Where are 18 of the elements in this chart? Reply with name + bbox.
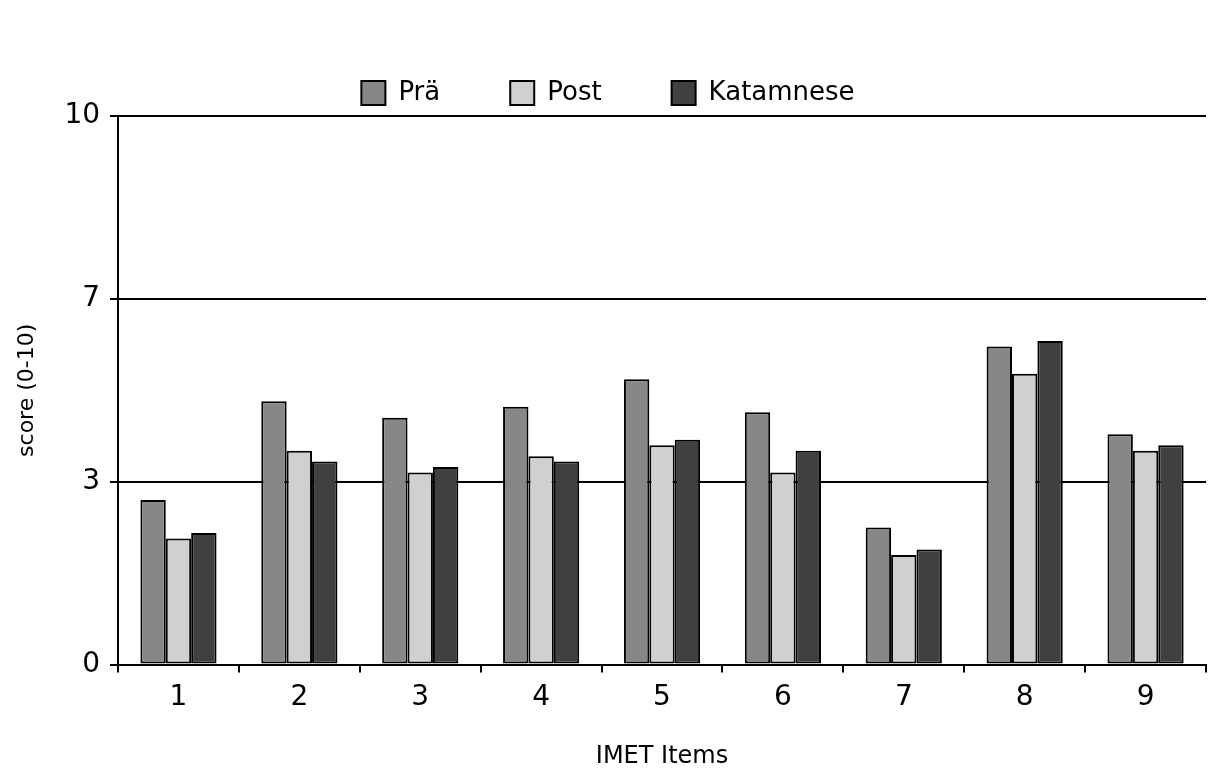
x-axis-title: IMET Items — [595, 740, 729, 769]
y-tick-label: 0 — [82, 645, 101, 679]
legend-label: Post — [547, 75, 602, 106]
legend-label: Prä — [398, 75, 441, 106]
x-tick-label: 2 — [290, 678, 309, 712]
x-tick-label: 7 — [894, 678, 913, 712]
x-tick-label: 4 — [532, 678, 551, 712]
x-tick-label: 1 — [169, 678, 188, 712]
x-tick-label: 6 — [773, 678, 792, 712]
y-tick-label: 7 — [82, 279, 101, 313]
x-tick-label: 9 — [1136, 678, 1155, 712]
y-tick-label: 3 — [82, 463, 101, 497]
x-tick-label: 3 — [411, 678, 430, 712]
x-tick-label: 5 — [653, 678, 671, 712]
x-tick-label: 8 — [1015, 678, 1034, 712]
y-tick-label: 10 — [64, 97, 101, 131]
legend-label: Katamnese — [708, 75, 855, 106]
y-axis-title: score (0-10) — [12, 323, 38, 457]
